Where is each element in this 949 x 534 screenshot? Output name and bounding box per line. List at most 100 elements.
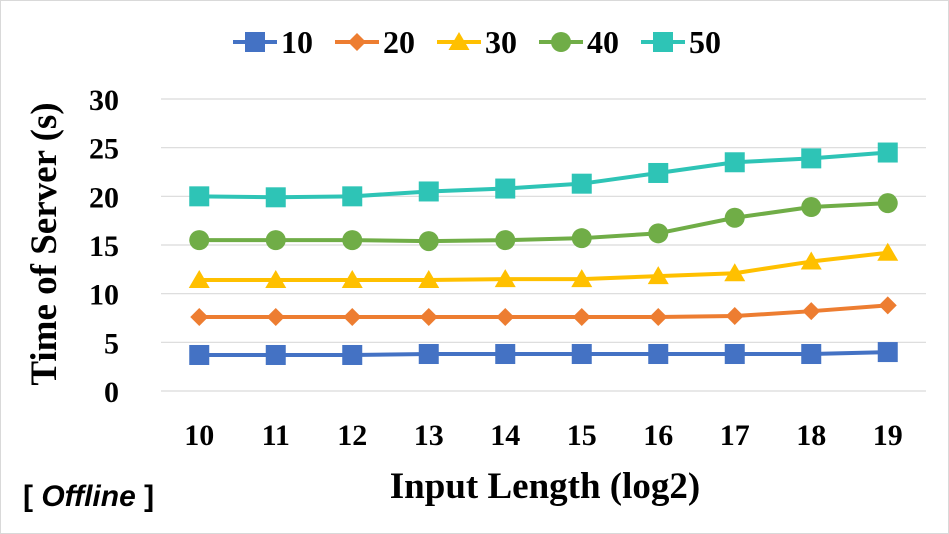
y-tick-label-5: 5 <box>104 327 119 360</box>
legend-label-20: 20 <box>383 24 415 60</box>
x-axis-title: Input Length (log2) <box>390 466 700 507</box>
data-point-10-15 <box>571 344 592 365</box>
data-point-40-13 <box>418 231 439 252</box>
legend-item-40: 40 <box>539 24 619 60</box>
series-line-50 <box>199 150 888 200</box>
y-tick-label-10: 10 <box>89 279 119 312</box>
data-point-50-13 <box>418 181 439 202</box>
data-point-40-15 <box>571 228 592 249</box>
mode-note-label: Offline <box>41 480 135 513</box>
data-point-40-19 <box>877 193 898 214</box>
legend-marker-50 <box>653 32 673 52</box>
data-point-40-12 <box>342 230 363 251</box>
data-point-20-19 <box>878 296 897 315</box>
data-point-20-10 <box>190 308 209 327</box>
legend-marker-30 <box>448 32 470 50</box>
data-point-50-10 <box>189 186 210 207</box>
series-line-30 <box>199 250 888 283</box>
x-tick-label-13: 13 <box>414 419 444 452</box>
data-point-10-10 <box>189 344 210 365</box>
data-point-30-15 <box>571 269 593 288</box>
legend-marker-40 <box>551 32 571 52</box>
data-point-50-19 <box>877 142 898 163</box>
legend-item-20: 20 <box>335 24 415 60</box>
y-tick-label-30: 30 <box>89 84 119 117</box>
data-point-40-16 <box>648 223 669 244</box>
x-tick-labels: 10 11 12 13 14 15 16 17 18 19 <box>184 419 903 452</box>
x-tick-label-11: 11 <box>262 419 290 452</box>
y-tick-label-20: 20 <box>89 181 119 214</box>
series-50 <box>189 142 898 208</box>
data-point-30-16 <box>647 266 669 285</box>
data-point-30-19 <box>877 242 899 261</box>
data-point-10-14 <box>495 344 516 365</box>
data-point-50-15 <box>571 173 592 194</box>
legend-item-50: 50 <box>641 24 721 60</box>
x-tick-label-10: 10 <box>184 419 214 452</box>
data-point-30-17 <box>724 263 746 282</box>
data-point-50-11 <box>265 187 286 208</box>
series-line-10 <box>199 350 888 357</box>
mode-note-close: ] <box>136 480 154 513</box>
y-tick-label-25: 25 <box>89 133 119 166</box>
data-point-20-13 <box>419 308 438 327</box>
series-20 <box>190 296 897 327</box>
legend-label-30: 30 <box>485 24 517 60</box>
legend-marker-10 <box>245 32 265 52</box>
x-tick-label-15: 15 <box>567 419 597 452</box>
x-tick-label-14: 14 <box>490 419 520 452</box>
data-point-40-14 <box>495 230 516 251</box>
data-point-30-11 <box>265 270 287 289</box>
x-tick-label-18: 18 <box>796 419 826 452</box>
data-point-20-15 <box>572 308 591 327</box>
series-30 <box>188 242 899 289</box>
data-point-50-17 <box>724 152 745 173</box>
data-point-20-17 <box>725 307 744 326</box>
legend-marker-20 <box>348 33 366 51</box>
data-point-10-16 <box>648 344 669 365</box>
data-point-30-12 <box>341 270 363 289</box>
series-group <box>188 142 899 365</box>
data-point-50-18 <box>801 148 822 169</box>
series-line-20 <box>199 303 888 320</box>
mode-note-open: [ <box>23 480 41 513</box>
data-point-40-18 <box>801 197 822 218</box>
y-tick-label-0: 0 <box>104 376 119 409</box>
y-tick-label-15: 15 <box>89 230 119 263</box>
legend-item-10: 10 <box>233 24 313 60</box>
data-point-20-11 <box>266 308 285 327</box>
series-40 <box>189 193 898 252</box>
data-point-30-13 <box>418 270 440 289</box>
data-point-50-12 <box>342 186 363 207</box>
data-point-40-11 <box>265 230 286 251</box>
legend-item-30: 30 <box>437 24 517 60</box>
data-point-10-11 <box>265 344 286 365</box>
data-point-30-10 <box>188 270 210 289</box>
x-tick-label-19: 19 <box>873 419 903 452</box>
legend-label-40: 40 <box>587 24 619 60</box>
data-point-40-10 <box>189 230 210 251</box>
data-point-10-19 <box>877 342 898 363</box>
series-line-40 <box>199 201 888 244</box>
legend-label-50: 50 <box>689 24 721 60</box>
data-point-30-18 <box>800 251 822 270</box>
x-tick-label-12: 12 <box>337 419 367 452</box>
data-point-10-12 <box>342 344 363 365</box>
data-point-10-13 <box>418 344 439 365</box>
x-tick-label-16: 16 <box>643 419 673 452</box>
data-point-10-17 <box>724 344 745 365</box>
mode-note: [ Offline ] <box>23 480 154 513</box>
legend: 10 20 30 40 50 <box>233 24 721 60</box>
x-tick-label-17: 17 <box>720 419 750 452</box>
data-point-20-14 <box>496 308 515 327</box>
data-point-40-17 <box>724 207 745 228</box>
data-point-50-14 <box>495 178 516 199</box>
data-point-20-16 <box>649 308 668 327</box>
series-10 <box>189 342 898 365</box>
data-point-10-18 <box>801 344 822 365</box>
data-point-20-18 <box>802 302 821 321</box>
legend-label-10: 10 <box>281 24 313 60</box>
y-axis-title: Time of Server (s) <box>24 102 65 385</box>
